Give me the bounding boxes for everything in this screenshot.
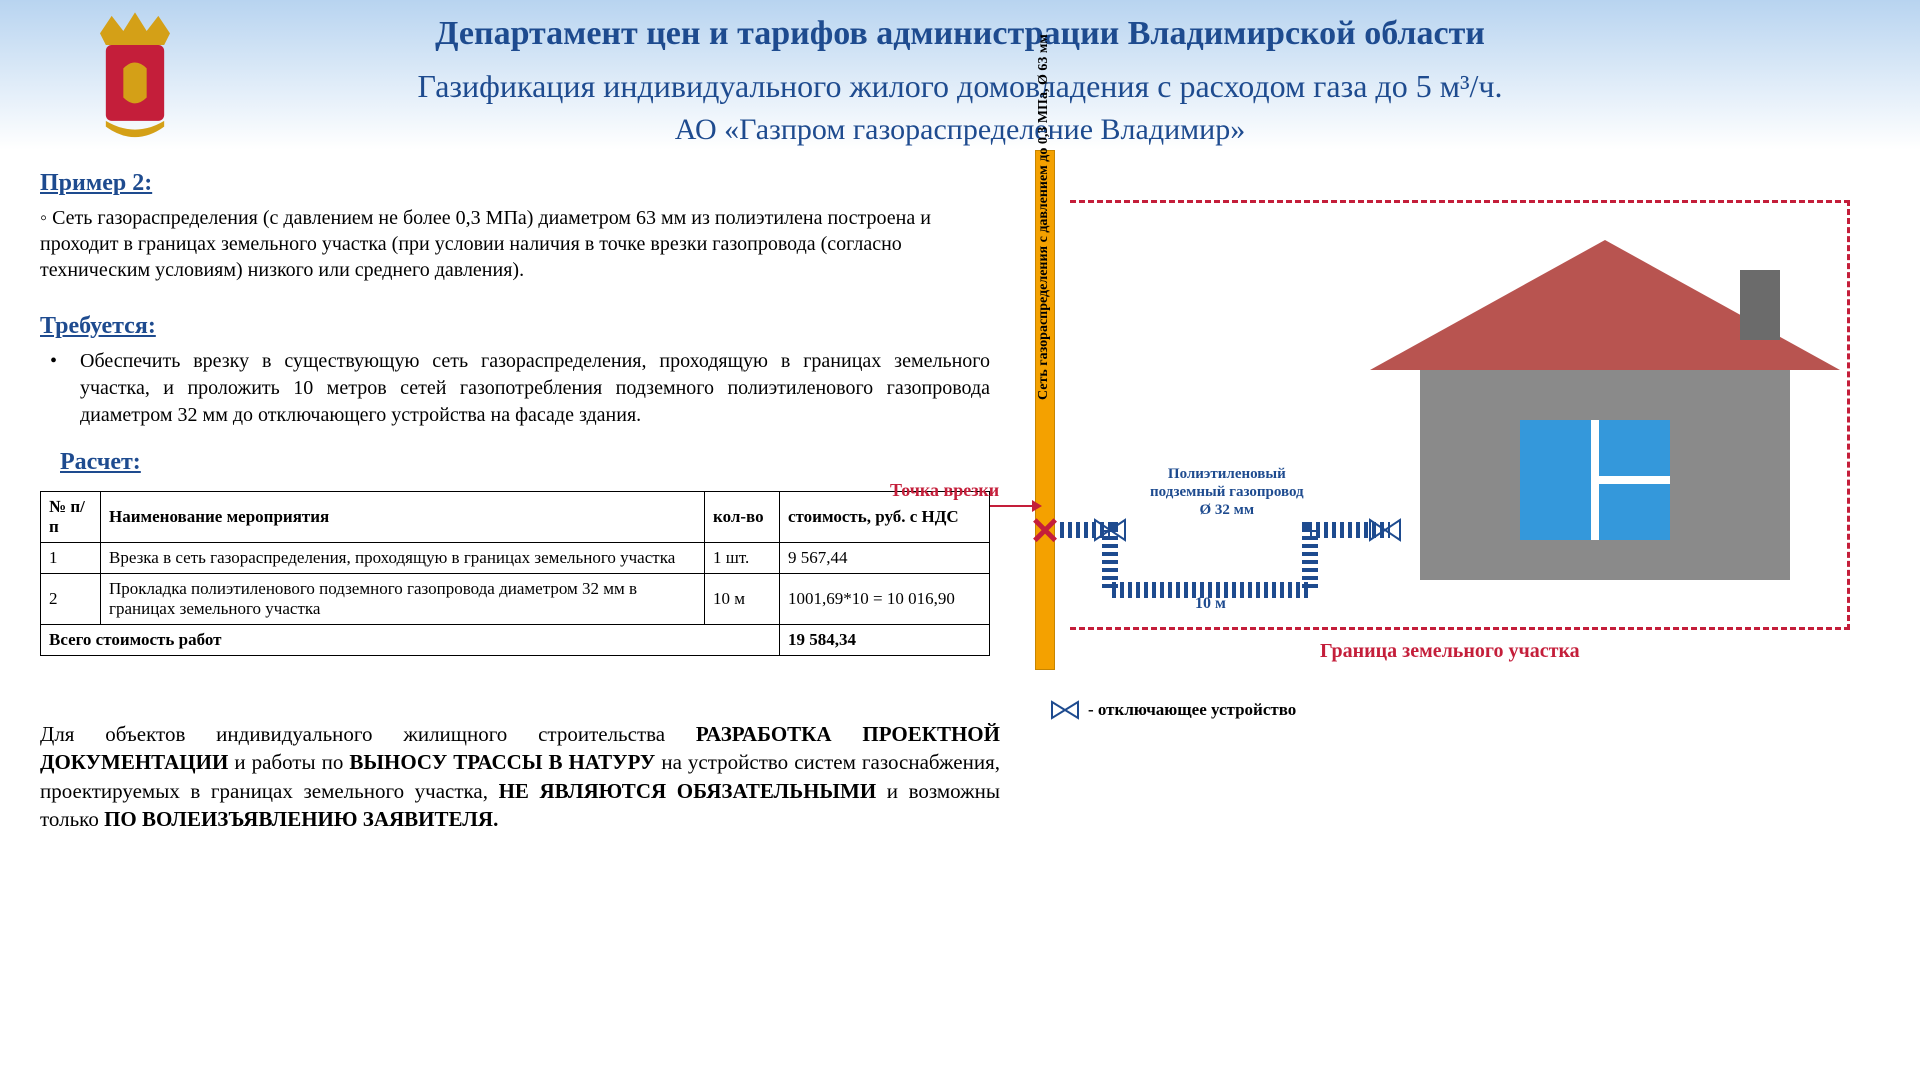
footer-note: Для объектов индивидуального жилищного с…	[40, 720, 1000, 833]
example-heading: Пример 2:	[40, 170, 990, 197]
cell-cost: 1001,69*10 = 10 016,90	[780, 574, 990, 625]
pipe-length-label: 10 м	[1195, 595, 1226, 613]
cell-num: 2	[41, 574, 101, 625]
company-name: АО «Газпром газораспределение Владимир»	[0, 113, 1920, 147]
table-row: 1 Врезка в сеть газораспределения, прохо…	[41, 543, 990, 574]
underground-pipe-label: Полиэтиленовый подземный газопровод Ø 32…	[1150, 465, 1304, 519]
footer-bold: ВЫНОСУ ТРАССЫ В НАТУРУ	[349, 750, 655, 774]
valve-icon	[1050, 700, 1080, 720]
land-boundary-label: Граница земельного участка	[1320, 640, 1580, 663]
example-text: ◦ Сеть газораспределения (с давлением не…	[40, 205, 990, 283]
table-header-row: № п/п Наименование мероприятия кол-во ст…	[41, 492, 990, 543]
connection-point-label: Точка врезки	[890, 480, 999, 501]
total-value: 19 584,34	[780, 625, 990, 656]
coat-of-arms-icon	[75, 10, 195, 150]
total-label: Всего стоимость работ	[41, 625, 780, 656]
footer-text: Для объектов индивидуального жилищного с…	[40, 722, 696, 746]
footer-bold: ПО ВОЛЕИЗЪЯВЛЕНИЮ ЗАЯВИТЕЛЯ.	[104, 807, 498, 831]
subtitle: Газификация индивидуального жилого домов…	[0, 68, 1920, 105]
legend: - отключающее устройство	[1050, 700, 1296, 720]
pipe-label-line1: Полиэтиленовый	[1168, 466, 1286, 482]
calculation-heading: Расчет:	[60, 449, 990, 476]
pipe-label-line2: подземный газопровод	[1150, 484, 1304, 500]
gas-main-pipe-label: Сеть газораспределения с давлением до 0,…	[1036, 34, 1052, 400]
legend-text: - отключающее устройство	[1088, 700, 1296, 720]
table-total-row: Всего стоимость работ 19 584,34	[41, 625, 990, 656]
cell-name: Прокладка полиэтиленового подземного газ…	[101, 574, 705, 625]
cell-cost: 9 567,44	[780, 543, 990, 574]
department-title: Департамент цен и тарифов администрации …	[0, 15, 1920, 53]
col-name: Наименование мероприятия	[101, 492, 705, 543]
cell-qty: 10 м	[705, 574, 780, 625]
table-row: 2 Прокладка полиэтиленового подземного г…	[41, 574, 990, 625]
pipe-label-line3: Ø 32 мм	[1200, 502, 1255, 518]
underground-pipe-icon	[1050, 510, 1410, 620]
text-column: Пример 2: ◦ Сеть газораспределения (с да…	[40, 170, 1020, 690]
requirements-heading: Требуется:	[40, 313, 990, 340]
connection-arrow-icon	[990, 505, 1040, 507]
header: Департамент цен и тарифов администрации …	[0, 0, 1920, 150]
house-icon	[1370, 230, 1840, 590]
col-num: № п/п	[41, 492, 101, 543]
footer-bold: НЕ ЯВЛЯЮТСЯ ОБЯЗАТЕЛЬНЫМИ	[499, 779, 877, 803]
cell-name: Врезка в сеть газораспределения, проходя…	[101, 543, 705, 574]
cell-qty: 1 шт.	[705, 543, 780, 574]
requirements-text: Обеспечить врезку в существующую сеть га…	[80, 348, 990, 429]
cell-num: 1	[41, 543, 101, 574]
diagram: Сеть газораспределения с давлением до 0,…	[1020, 170, 1870, 690]
col-qty: кол-во	[705, 492, 780, 543]
calculation-table: № п/п Наименование мероприятия кол-во ст…	[40, 491, 990, 656]
footer-text: и работы по	[228, 750, 349, 774]
